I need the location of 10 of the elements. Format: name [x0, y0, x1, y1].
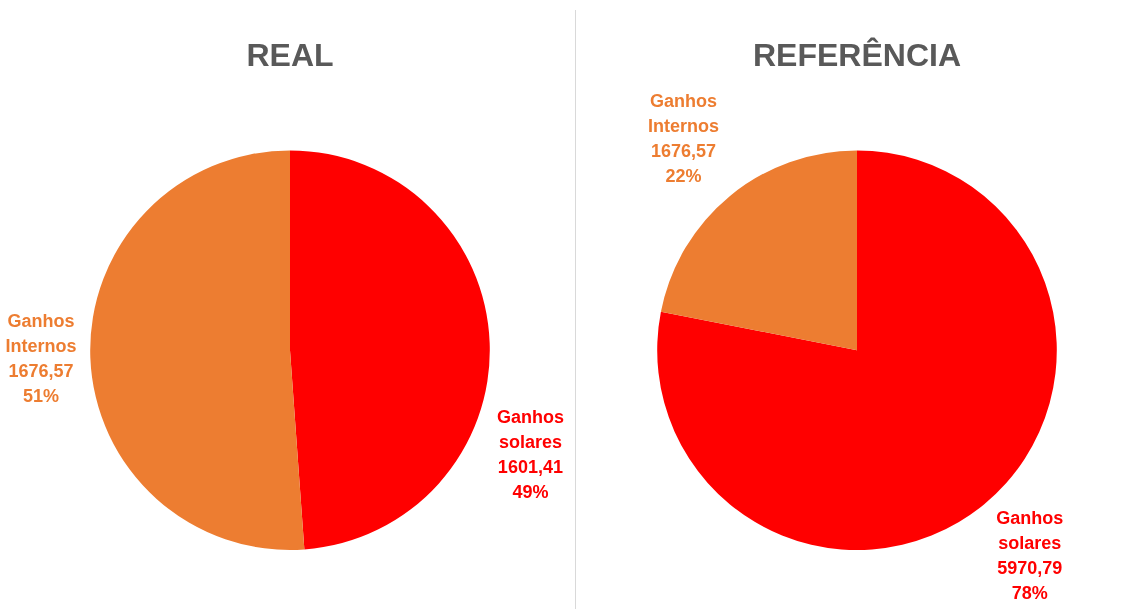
- data-label: 1676,57 22%: [650, 140, 717, 186]
- slice-label: Ganhos solares: [496, 407, 564, 453]
- chart-title: REFERÊNCIA: [752, 37, 962, 74]
- data-label: 5970,79 78%: [997, 558, 1063, 604]
- slice-label: Ganhos solares: [996, 508, 1064, 554]
- data-label: 1676,57 51%: [8, 360, 74, 406]
- slice-label: Ganhos Internos: [648, 90, 720, 136]
- chart-title: REAL: [246, 37, 334, 74]
- data-label: 1601,41 49%: [497, 457, 563, 503]
- slice-label: Ganhos Internos: [5, 310, 77, 356]
